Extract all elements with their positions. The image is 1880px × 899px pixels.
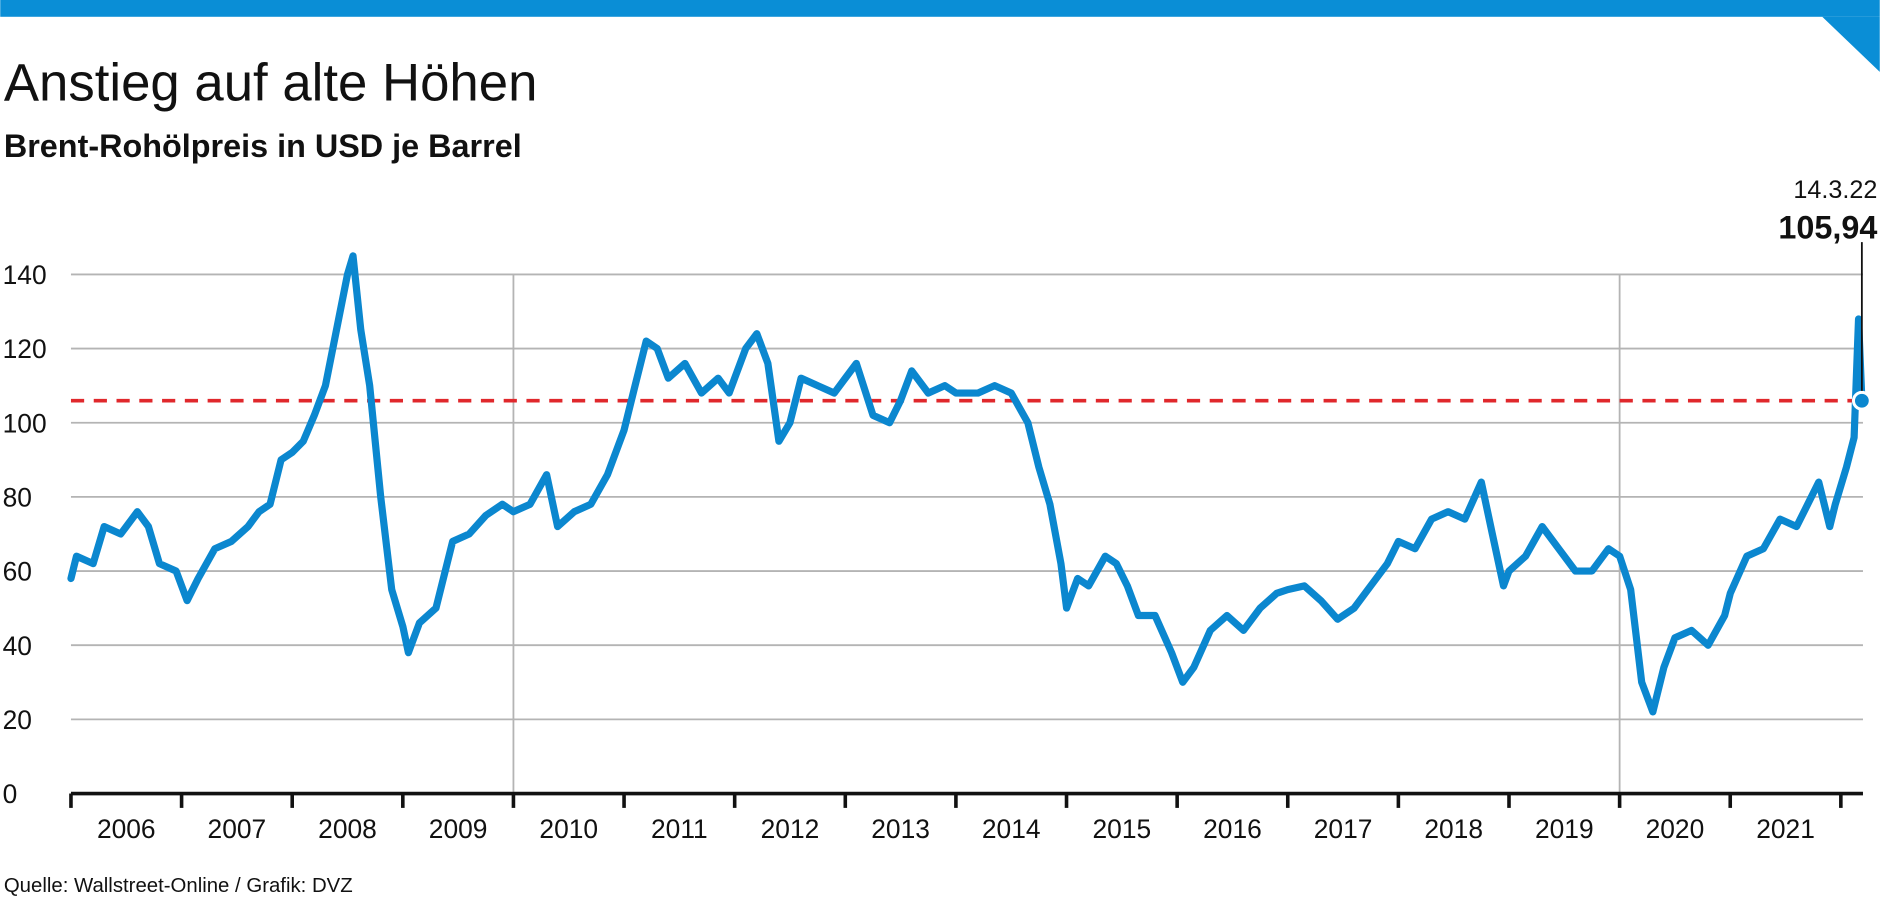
annotation-value: 105,94 (1778, 210, 1877, 246)
x-tick-label: 2014 (982, 814, 1041, 844)
y-tick-label: 140 (3, 260, 47, 290)
y-tick-label: 100 (3, 408, 47, 438)
y-tick-label: 0 (3, 779, 18, 809)
chart-title: Anstieg auf alte Höhen (4, 54, 538, 113)
y-tick-label: 120 (3, 334, 47, 364)
chart-subtitle: Brent-Rohölpreis in USD je Barrel (4, 128, 522, 164)
y-tick-label: 20 (3, 705, 32, 735)
price-line (67, 252, 1866, 716)
x-tick-label: 2007 (208, 814, 267, 844)
x-tick-label: 2006 (97, 814, 156, 844)
annotation-date: 14.3.22 (1793, 176, 1877, 204)
x-tick-label: 2013 (871, 814, 930, 844)
source: Quelle: Wallstreet-Online / Grafik: DVZ (4, 875, 353, 897)
x-tick-label: 2016 (1203, 814, 1262, 844)
top-bar (0, 0, 1880, 17)
x-tick-label: 2020 (1646, 814, 1705, 844)
x-tick-label: 2021 (1756, 814, 1815, 844)
y-tick-label: 40 (3, 631, 32, 661)
x-tick-label: 2019 (1535, 814, 1594, 844)
y-tick-label: 80 (3, 482, 32, 512)
x-tick-label: 2009 (429, 814, 488, 844)
x-tick-label: 2008 (318, 814, 377, 844)
x-tick-label: 2012 (761, 814, 820, 844)
x-tick-label: 2010 (539, 814, 598, 844)
x-tick-label: 2015 (1093, 814, 1152, 844)
y-tick-label: 60 (3, 557, 32, 587)
annotation-dot (1851, 390, 1872, 411)
x-tick-label: 2011 (651, 814, 708, 844)
x-tick-label: 2017 (1314, 814, 1373, 844)
corner (1822, 16, 1880, 72)
x-tick-label: 2018 (1424, 814, 1483, 844)
